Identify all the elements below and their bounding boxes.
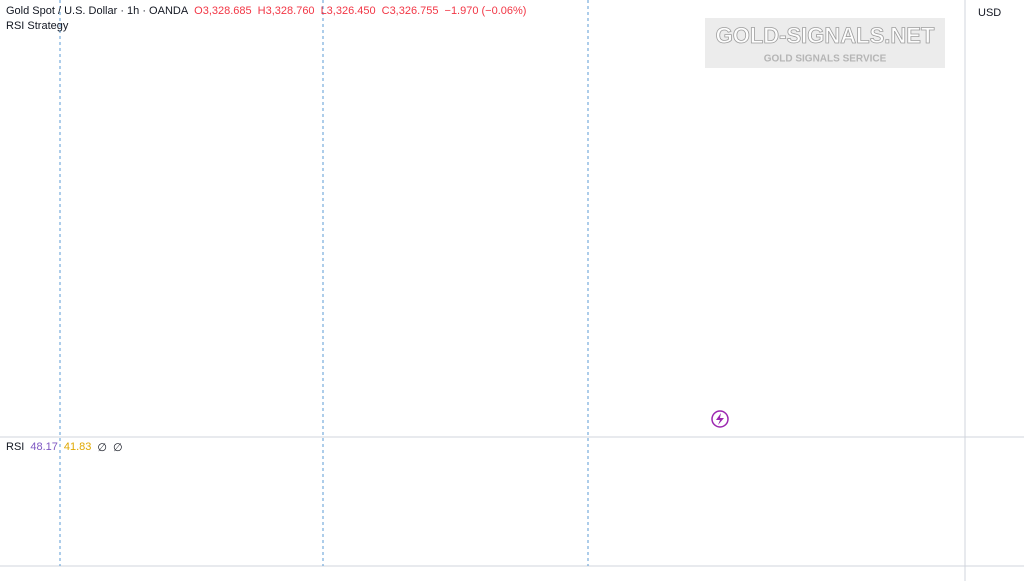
watermark-subtitle: GOLD SIGNALS SERVICE [764, 54, 887, 65]
ohlc-high: H3,328.760 [257, 5, 315, 17]
rsi-legend-na: ∅ [113, 442, 123, 454]
watermark-title: GOLD-SIGNALS.NET [716, 23, 935, 48]
strategy-name: RSI Strategy [6, 20, 69, 32]
alert-bolt [716, 413, 724, 425]
rsi-legend-na: ∅ [97, 442, 107, 454]
rsi-legend-name: RSI [6, 441, 25, 453]
ohlc-low: L3,326.450 [320, 5, 376, 17]
symbol-header: Gold Spot / U.S. Dollar · 1h · OANDA O3,… [6, 5, 526, 17]
ohlc-change: −1.970 (−0.06%) [444, 5, 527, 17]
rsi-legend: RSI 48.17 41.83 ∅ ∅ [6, 441, 123, 454]
y-axis-label: USD [978, 7, 1001, 19]
rsi-legend-value: 48.17 [30, 441, 58, 453]
rsi-legend-ma: 41.83 [63, 441, 92, 453]
ohlc-open: O3,328.685 [194, 5, 252, 17]
symbol-title: Gold Spot / U.S. Dollar · 1h · OANDA [6, 5, 189, 17]
price-axis-bg [965, 0, 1024, 581]
ohlc-close: C3,326.755 [381, 5, 439, 17]
watermark-box [705, 18, 945, 68]
alert-icon[interactable] [711, 410, 729, 428]
